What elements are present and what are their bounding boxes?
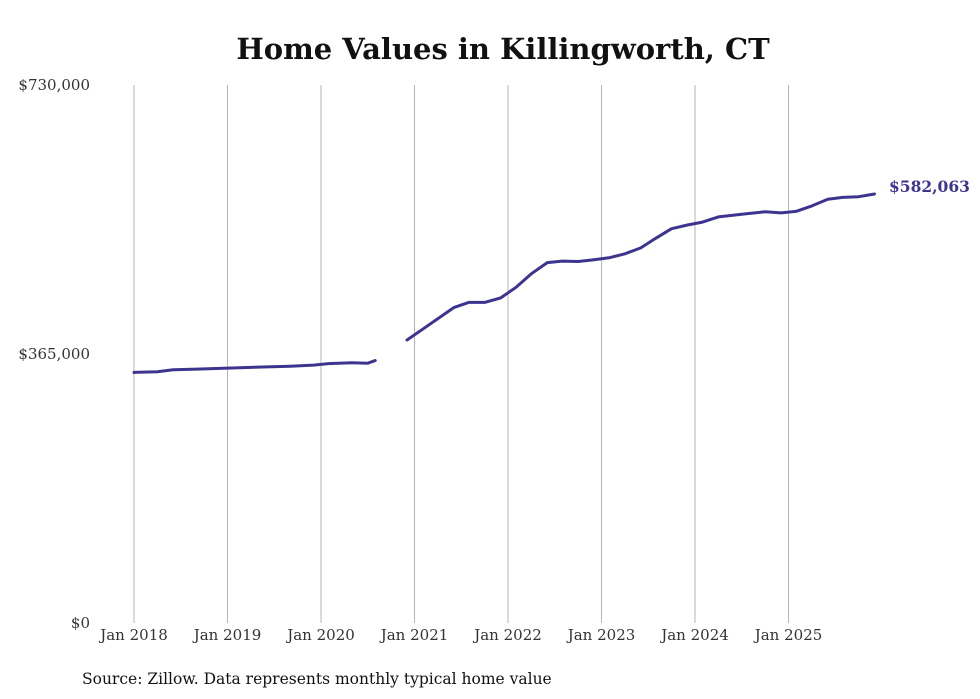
x-tick-label: Jan 2025 [753,626,823,644]
y-axis-ticks: $0 $365,000 $730,000 [18,76,90,632]
x-tick-label: Jan 2018 [98,626,168,644]
chart-title: Home Values in Killingworth, CT [236,32,770,66]
gridlines [133,85,789,623]
x-tick-label: Jan 2022 [472,626,542,644]
x-tick-label: Jan 2019 [192,626,262,644]
source-note: Source: Zillow. Data represents monthly … [82,670,552,688]
x-axis-ticks: Jan 2018 Jan 2019 Jan 2020 Jan 2021 Jan 2022… [98,626,822,644]
x-tick-label: Jan 2020 [285,626,355,644]
series-layer [132,192,876,374]
series-line-segment-1 [132,359,377,374]
series-line-segment-2 [405,192,876,342]
y-tick-label: $0 [71,614,90,632]
y-tick-label: $365,000 [18,345,90,363]
end-value-label: $582,063 [889,177,970,196]
x-tick-label: Jan 2021 [379,626,449,644]
x-tick-label: Jan 2024 [659,626,729,644]
x-tick-label: Jan 2023 [566,626,636,644]
y-tick-label: $730,000 [18,76,90,94]
